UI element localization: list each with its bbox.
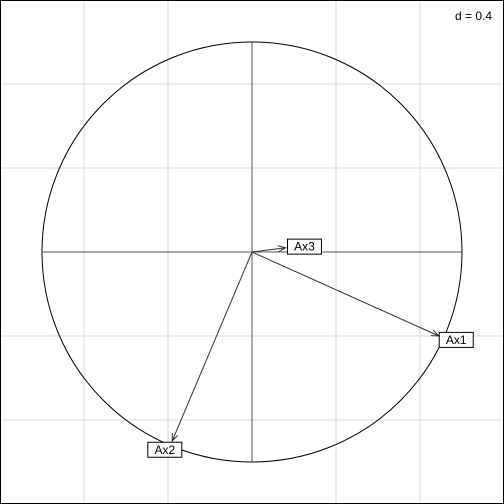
arrow-shaft <box>171 251 253 442</box>
arrow-label: Ax1 <box>438 331 474 348</box>
arrow-label-box <box>438 331 474 348</box>
arrow-shaft <box>251 251 440 337</box>
arrow-label: Ax2 <box>147 441 183 458</box>
arrow-ax2: Ax2 <box>147 251 253 458</box>
arrow-ax3: Ax3 <box>251 238 322 255</box>
arrow-label-box <box>147 441 183 458</box>
arrowhead <box>171 432 179 443</box>
grid-scale-label: d = 0.4 <box>455 9 492 23</box>
arrow-shaft <box>251 247 286 253</box>
arrow-label-text: Ax1 <box>446 333 467 347</box>
arrow-label-box <box>286 238 322 255</box>
arrow-ax1: Ax1 <box>251 251 474 348</box>
arrows: Ax1 Ax2 Ax3 <box>147 238 474 458</box>
arrow-label-text: Ax3 <box>294 240 315 254</box>
arrowhead <box>277 245 287 253</box>
arrow-label-text: Ax2 <box>154 443 175 457</box>
arrow-label: Ax3 <box>286 238 322 255</box>
